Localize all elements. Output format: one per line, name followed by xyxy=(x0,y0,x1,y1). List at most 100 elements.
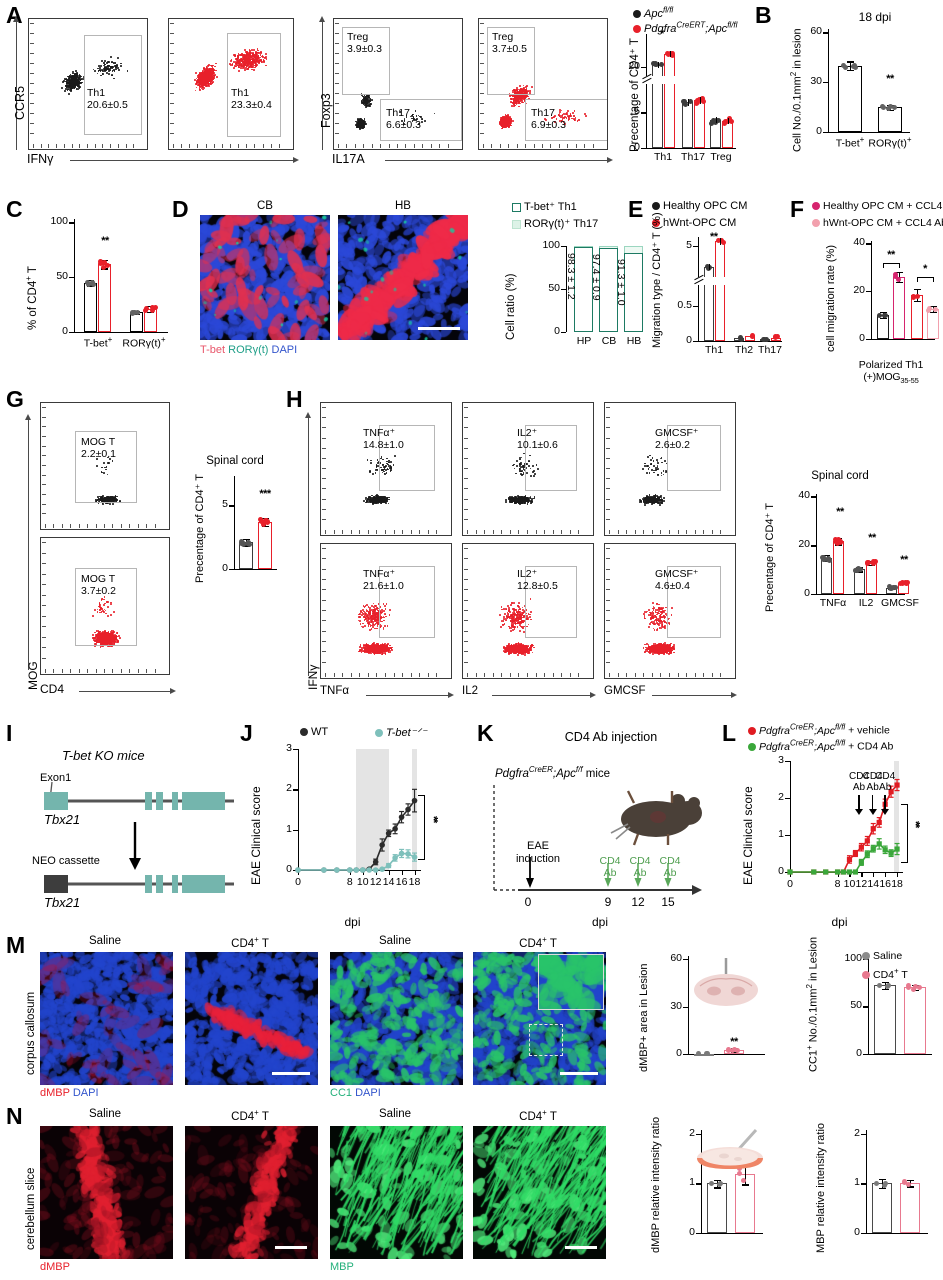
axis-tick xyxy=(170,43,174,44)
axis-tick xyxy=(335,113,339,114)
chart-d-ylabel: Cell ratio (%) xyxy=(505,274,517,340)
y-axis xyxy=(74,219,75,332)
legend-label-apc: Apcfl/fl xyxy=(644,8,673,20)
data-point xyxy=(694,101,699,106)
axis-tick xyxy=(389,144,390,148)
axis-tick xyxy=(173,144,174,148)
axis-tick xyxy=(335,93,339,94)
axis-tick xyxy=(230,144,231,148)
legend-label-tbet-th1: T-bet⁺ Th1 xyxy=(524,201,577,213)
legend-dot-icon xyxy=(812,219,820,227)
panel-d-caption: T-bet RORγ(t) DAPI xyxy=(200,344,297,356)
axis-tick xyxy=(414,144,415,148)
significance-mark: * xyxy=(915,263,935,275)
axis-tick xyxy=(170,63,174,64)
axis-tick xyxy=(422,144,423,148)
axis-tick xyxy=(42,446,46,447)
error-bar xyxy=(688,99,689,105)
arrow-up-icon xyxy=(319,16,325,22)
data-point xyxy=(896,277,901,282)
data-point xyxy=(515,100,517,102)
caption-dapi: DAPI xyxy=(272,344,298,356)
axis-tick xyxy=(42,436,46,437)
axis-tick xyxy=(214,144,215,148)
gate-name: Th17 xyxy=(386,107,410,119)
data-point xyxy=(132,310,137,315)
axis-tick xyxy=(567,144,568,148)
flow-plot-a4: Treg 3.7±0.5 Th17 6.9±0.3 xyxy=(478,18,608,150)
axis-tick xyxy=(335,43,339,44)
axis-tick xyxy=(480,123,484,124)
data-point xyxy=(68,82,70,84)
flow-gate xyxy=(84,35,142,135)
axis-tick xyxy=(87,524,88,528)
arrow-up-icon xyxy=(13,16,19,22)
bar-lower xyxy=(664,84,675,148)
significance-line xyxy=(917,277,933,278)
data-point xyxy=(365,123,367,125)
axis-tick xyxy=(525,144,526,148)
axis-tick xyxy=(155,524,156,528)
micrograph-canvas xyxy=(338,215,468,340)
axis-tick xyxy=(42,513,46,514)
axis-tick xyxy=(508,144,509,148)
axis-tick xyxy=(491,144,492,148)
data-point xyxy=(63,80,65,82)
axis-tick xyxy=(30,53,34,54)
significance-mark: ** xyxy=(93,235,117,247)
axis-tick xyxy=(48,144,49,148)
axis-tick xyxy=(550,144,551,148)
axis-tick xyxy=(79,144,80,148)
data-point xyxy=(112,503,114,505)
axis-tick xyxy=(129,524,130,528)
panel-letter-g: G xyxy=(6,388,24,411)
data-point xyxy=(75,70,77,72)
legend-label-ccl4ab: hWnt-OPC CM + CCL4 Ab xyxy=(823,217,943,229)
axis-tick xyxy=(110,144,111,148)
panel-letter-c: C xyxy=(6,198,23,221)
legend-item-healthy-opc: Healthy OPC CM xyxy=(652,200,747,212)
data-point xyxy=(369,99,371,101)
axis-tick xyxy=(480,63,484,64)
chart-a-ylabel: Precentage of CD4⁺ T xyxy=(627,38,641,152)
axis-tick xyxy=(480,53,484,54)
axis-tick xyxy=(593,144,594,148)
data-point xyxy=(371,99,373,101)
gate-name: Th17 xyxy=(531,107,555,119)
data-point xyxy=(516,104,518,106)
gate-value: 3.7±0.5 xyxy=(492,43,527,55)
panel-letter-d: D xyxy=(172,198,189,221)
axis-tick xyxy=(431,144,432,148)
data-point xyxy=(78,77,80,79)
axis-tick xyxy=(138,524,139,528)
bar xyxy=(98,264,111,332)
axis-tick xyxy=(62,524,63,528)
axis-tick xyxy=(42,504,46,505)
axis-tick xyxy=(170,123,174,124)
axis-tick xyxy=(170,113,174,114)
panel-letter-b: B xyxy=(755,4,772,27)
flow-gate-label: Th17 6.9±0.3 xyxy=(531,107,566,131)
error-cap xyxy=(880,318,887,319)
legend-item-apc: Apcfl/fl xyxy=(633,5,673,20)
significance-mark: ** xyxy=(710,231,718,243)
chart-b-ylabel: Cell No./0.1mm2 in lesion xyxy=(789,28,804,152)
significance-tick xyxy=(917,277,918,282)
axis-tick xyxy=(448,144,449,148)
axis-tick xyxy=(335,63,339,64)
axis-tick xyxy=(42,455,46,456)
axis-tick xyxy=(335,83,339,84)
axis-tick xyxy=(133,144,134,148)
axis-line xyxy=(70,160,294,161)
axis-tick xyxy=(42,475,46,476)
data-point xyxy=(363,124,365,126)
flow-plot-g2: MOG T 3.7±0.2 xyxy=(40,537,170,675)
legend-label-healthy-opc: Healthy OPC CM xyxy=(663,200,747,212)
data-point xyxy=(883,313,888,318)
flow-gate-label: Th1 23.3±0.4 xyxy=(231,87,272,111)
legend-square-icon xyxy=(512,220,521,229)
axis-tick xyxy=(64,144,65,148)
flow-plot-g1: MOG T 2.2±0.1 xyxy=(40,402,170,530)
bar xyxy=(927,309,939,339)
axis-tick xyxy=(335,73,339,74)
